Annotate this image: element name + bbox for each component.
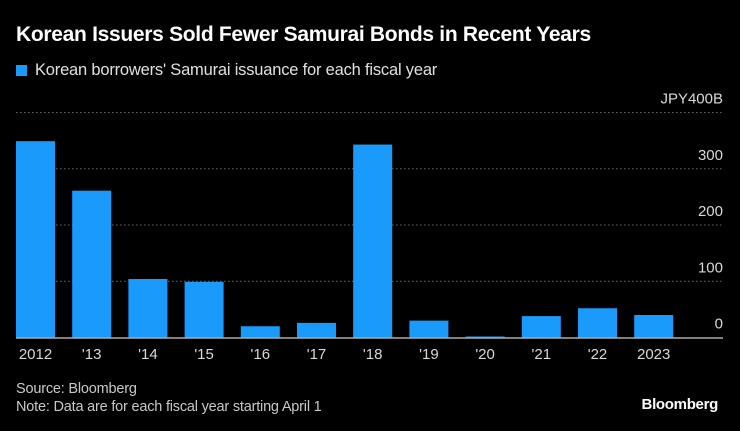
- y-tick-label: 0: [715, 316, 723, 333]
- legend: Korean borrowers' Samurai issuance for e…: [16, 61, 437, 80]
- x-tick-label: '20: [475, 346, 495, 363]
- legend-swatch: [16, 65, 27, 76]
- bar-22: [578, 308, 617, 338]
- note-text: Note: Data are for each fiscal year star…: [16, 399, 322, 415]
- x-tick-label: 2012: [19, 346, 52, 363]
- footer-notes: Source: Bloomberg Note: Data are for eac…: [16, 380, 322, 416]
- y-tick-label: JPY400B: [660, 91, 723, 108]
- x-tick-label: 2023: [637, 346, 670, 363]
- bar-2023: [634, 315, 674, 338]
- y-tick-label: 200: [698, 203, 723, 220]
- x-tick-label: '21: [532, 346, 552, 363]
- bar-16: [240, 326, 280, 338]
- x-tick-label: '19: [419, 346, 439, 363]
- legend-label: Korean borrowers' Samurai issuance for e…: [35, 61, 438, 79]
- x-tick-label: '22: [588, 346, 608, 363]
- y-tick-label: 300: [698, 147, 723, 164]
- x-tick-label: '13: [82, 346, 102, 363]
- bar-15: [184, 281, 224, 338]
- x-tick-label: '14: [138, 346, 158, 363]
- x-tick-label: '15: [194, 346, 214, 363]
- y-tick-label: 100: [698, 259, 723, 276]
- x-tick-label: '17: [307, 346, 327, 363]
- bar-14: [128, 279, 168, 338]
- bar-20: [465, 336, 505, 338]
- bar-21: [521, 316, 561, 338]
- bloomberg-logo: Bloomberg: [641, 396, 719, 413]
- x-tick-label: '16: [251, 346, 271, 363]
- bar-2012: [16, 141, 55, 338]
- bar-17: [297, 322, 336, 338]
- bar-13: [72, 190, 112, 338]
- source-text: Source: Bloomberg: [16, 381, 137, 397]
- bar-18: [353, 144, 393, 338]
- chart-title: Korean Issuers Sold Fewer Samurai Bonds …: [16, 23, 591, 46]
- bar-19: [409, 320, 449, 338]
- x-tick-label: '18: [363, 346, 383, 363]
